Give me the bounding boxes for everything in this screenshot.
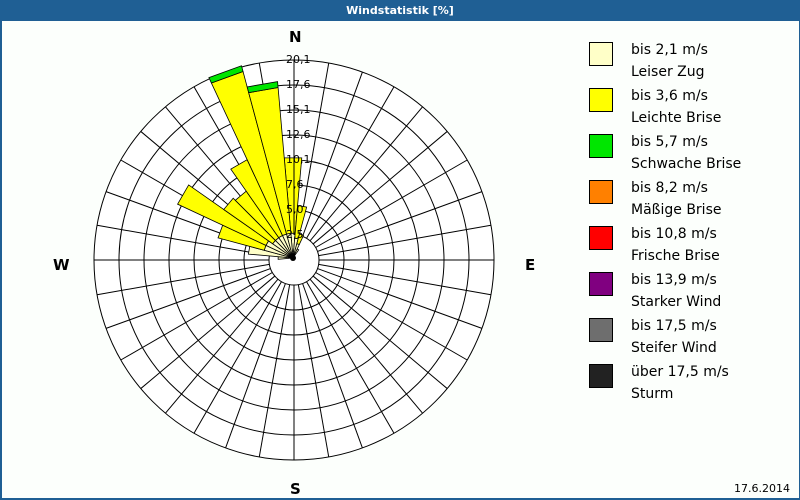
wind-bar-segment <box>296 233 305 245</box>
legend-swatch <box>589 88 613 112</box>
radial-tick-label: 15,1 <box>286 103 311 116</box>
legend-swatch <box>589 42 613 66</box>
compass-north-label: N <box>289 28 302 46</box>
legend-range: über 17,5 m/s <box>631 364 729 380</box>
wind-bar-segment <box>177 184 270 246</box>
radial-tick-label: 2,5 <box>286 228 304 241</box>
legend-range: bis 3,6 m/s <box>631 88 708 104</box>
radial-tick-label: 10,1 <box>286 153 311 166</box>
legend-swatch <box>589 134 613 158</box>
radial-tick-label: 17,6 <box>286 78 311 91</box>
legend-item: bis 17,5 m/s Steifer Wind <box>589 318 800 364</box>
wind-bar-segment <box>294 204 308 240</box>
wind-bar-segment <box>246 81 279 94</box>
wind-bar-segment <box>208 65 244 84</box>
legend-item: bis 13,9 m/s Starker Wind <box>589 272 800 318</box>
radial-tick-label: 12,6 <box>286 128 311 141</box>
legend-label: Leichte Brise <box>631 110 722 126</box>
compass-west-label: W <box>53 256 70 274</box>
legend-range: bis 5,7 m/s <box>631 134 708 150</box>
compass-south-label: S <box>290 480 301 498</box>
radial-tick-label: 5,0 <box>286 203 304 216</box>
radial-tick-label: 20,1 <box>286 53 311 66</box>
legend-range: bis 2,1 m/s <box>631 42 708 58</box>
legend-range: bis 10,8 m/s <box>631 226 717 242</box>
legend-label: Sturm <box>631 386 674 402</box>
chart-title: Windstatistik [%] <box>0 0 800 21</box>
legend-item: bis 10,8 m/s Frische Brise <box>589 226 800 272</box>
legend-label: Starker Wind <box>631 294 722 310</box>
legend-label: Steifer Wind <box>631 340 717 356</box>
wind-bar-segment <box>223 197 276 245</box>
legend-range: bis 8,2 m/s <box>631 180 708 196</box>
legend-swatch <box>589 318 613 342</box>
legend-swatch <box>589 364 613 388</box>
compass-east-label: E <box>525 256 536 274</box>
wind-rose: 2,5 5,0 7,6 10,1 12,6 15,1 17,6 20,1 <box>93 53 495 461</box>
legend-label: Leiser Zug <box>631 64 705 80</box>
date-label: 17.6.2014 <box>734 482 790 495</box>
legend-item: bis 8,2 m/s Mäßige Brise <box>589 180 800 226</box>
legend-swatch <box>589 226 613 250</box>
legend-range: bis 17,5 m/s <box>631 318 717 334</box>
legend-swatch <box>589 180 613 204</box>
legend-item: bis 5,7 m/s Schwache Brise <box>589 134 800 180</box>
legend-item: bis 2,1 m/s Leiser Zug <box>589 42 800 88</box>
legend-label: Frische Brise <box>631 248 720 264</box>
radial-tick-label: 7,6 <box>286 178 304 191</box>
legend-label: Schwache Brise <box>631 156 742 172</box>
legend-item: über 17,5 m/s Sturm <box>589 364 800 410</box>
legend-swatch <box>589 272 613 296</box>
legend-item: bis 3,6 m/s Leichte Brise <box>589 88 800 134</box>
legend-range: bis 13,9 m/s <box>631 272 717 288</box>
legend-label: Mäßige Brise <box>631 202 722 218</box>
